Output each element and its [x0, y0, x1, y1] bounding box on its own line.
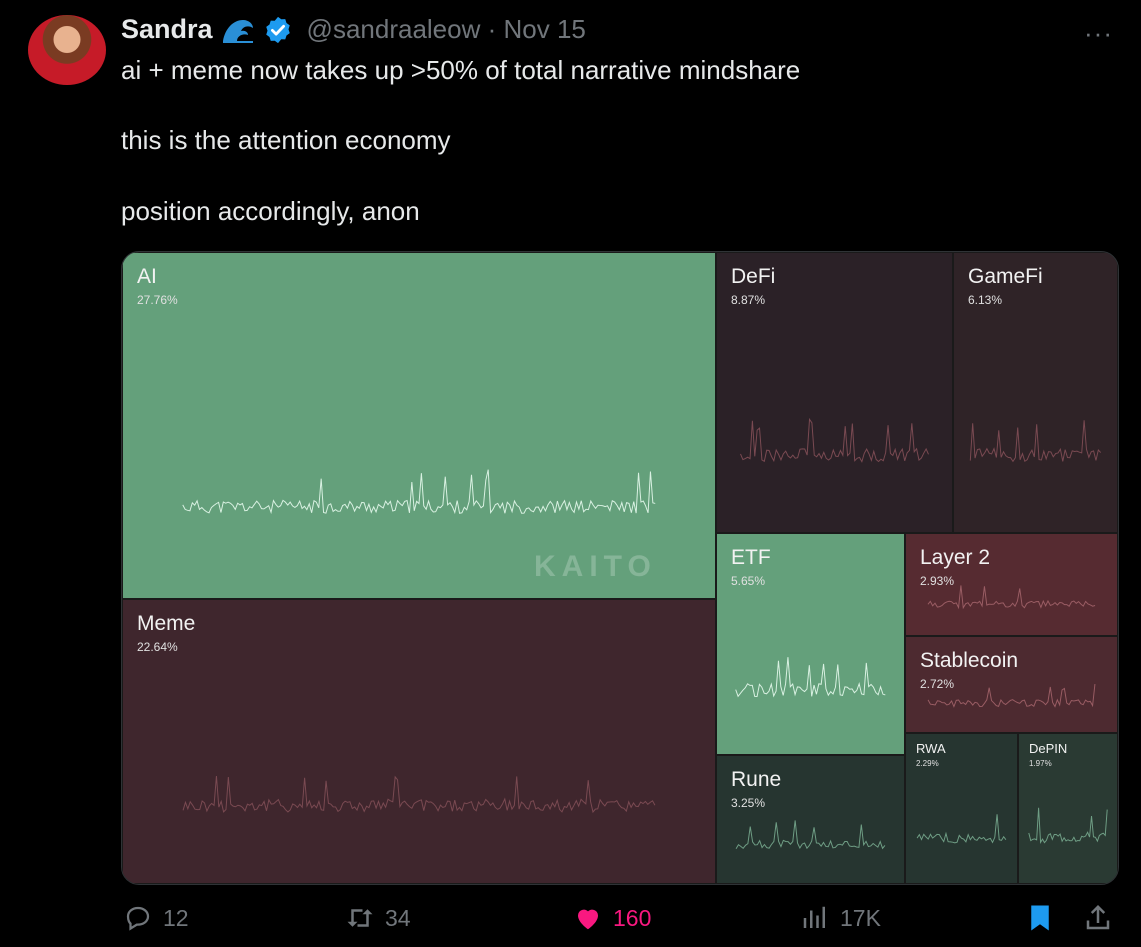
like-button[interactable]: 160 — [573, 903, 651, 933]
tweet-actions: 12 34 160 17K — [0, 903, 1141, 943]
tile-label: Stablecoin — [920, 649, 1019, 672]
share-button[interactable] — [1083, 903, 1113, 933]
tile-value-label: 27.76% — [137, 293, 178, 307]
tile-value-label: 6.13% — [968, 293, 1003, 307]
views-button[interactable]: 17K — [800, 903, 881, 933]
sparkline — [735, 657, 886, 698]
tile-label: AI — [137, 265, 157, 288]
tweet-date: Nov 15 — [503, 14, 586, 44]
sparkline-path — [927, 684, 1096, 708]
sparkline-path — [182, 775, 656, 814]
heart-icon — [578, 909, 598, 930]
treemap-tile-depin: DePIN 1.97% — [1018, 733, 1118, 884]
tweet-text-line-2: this is the attention economy — [121, 125, 451, 155]
sparkline-path — [735, 820, 886, 850]
author-name[interactable]: Sandra — [121, 14, 213, 44]
sparkline-path — [969, 420, 1102, 463]
reply-button[interactable]: 12 — [123, 903, 189, 933]
tile-label: ETF — [731, 546, 771, 569]
treemap-tile-layer-2: Layer 2 2.93% — [905, 533, 1118, 636]
sparkline-path — [182, 469, 656, 515]
tweet-text-line-3: position accordingly, anon — [121, 196, 420, 226]
tweet-text-line-1: ai + meme now takes up >50% of total nar… — [121, 55, 801, 85]
treemap-tile-defi: DeFi 8.87% — [716, 252, 953, 533]
sparkline — [735, 820, 886, 850]
treemap-tile-rune: Rune 3.25% — [716, 755, 905, 884]
bookmark-button[interactable] — [1025, 903, 1055, 933]
treemap-chart-image[interactable]: DePIN 1.97% RWA 2.29% Stablecoin 2.72% Layer 2… — [121, 251, 1119, 885]
treemap-tile-gamefi: GameFi 6.13% — [953, 252, 1118, 533]
retweet-button[interactable]: 34 — [345, 903, 411, 933]
tile-value-label: 3.25% — [731, 796, 766, 810]
treemap-tile-meme: Meme 22.64% — [122, 599, 716, 884]
treemap-tile-stablecoin: Stablecoin 2.72% — [905, 636, 1118, 733]
tile-label: DeFi — [731, 265, 776, 288]
tile-value-label: 2.29% — [916, 759, 939, 768]
sparkline — [740, 417, 929, 463]
treemap-tile-etf: ETF 5.65% — [716, 533, 905, 755]
retweet-icon — [347, 909, 373, 927]
verified-badge-icon[interactable] — [263, 15, 293, 45]
retweet-count: 34 — [385, 904, 411, 931]
avatar[interactable] — [28, 15, 106, 85]
sparkline — [927, 585, 1096, 610]
tile-value-label: 5.65% — [731, 574, 766, 588]
tile-label: Layer 2 — [920, 546, 991, 569]
treemap-tile-rwa: RWA 2.29% — [905, 733, 1018, 884]
tile-label: RWA — [916, 741, 946, 756]
author-handle[interactable]: @sandraaleow · Nov 15 — [306, 14, 586, 44]
sparkline-path — [927, 585, 1096, 610]
tile-value-label: 2.93% — [920, 574, 955, 588]
sparkline-path — [735, 657, 886, 698]
bookmark-icon — [1031, 905, 1049, 931]
sparkline-path — [740, 417, 929, 463]
sparkline — [969, 420, 1102, 463]
sparkline — [182, 775, 656, 814]
share-icon — [1086, 904, 1110, 930]
sparkline — [916, 814, 1007, 844]
tile-value-label: 2.72% — [920, 677, 955, 691]
tile-value-label: 8.87% — [731, 293, 766, 307]
more-options-icon[interactable]: ··· — [1084, 18, 1113, 48]
views-chart-icon — [803, 906, 825, 928]
tile-value-label: 22.64% — [137, 640, 178, 654]
sparkline-path — [916, 814, 1007, 844]
kaito-watermark: KAITO — [534, 550, 657, 583]
tile-label: Rune — [731, 768, 782, 791]
sparkline — [1028, 807, 1108, 845]
sparkline-path — [1028, 807, 1108, 845]
reply-icon — [126, 906, 150, 931]
tile-label: GameFi — [968, 265, 1043, 288]
views-count: 17K — [840, 904, 881, 931]
sparkline — [182, 469, 656, 515]
tile-label: DePIN — [1029, 741, 1068, 756]
like-count: 160 — [613, 904, 652, 931]
treemap-tile-ai: AI 27.76% — [122, 252, 716, 599]
tile-value-label: 1.97% — [1029, 759, 1052, 768]
tweet-header: Sandra @sandraaleow · Nov 15 — [121, 14, 586, 45]
tile-label: Meme — [137, 612, 196, 635]
reply-count: 12 — [163, 904, 189, 931]
wave-emoji-icon — [222, 19, 253, 43]
sparkline — [927, 684, 1096, 708]
